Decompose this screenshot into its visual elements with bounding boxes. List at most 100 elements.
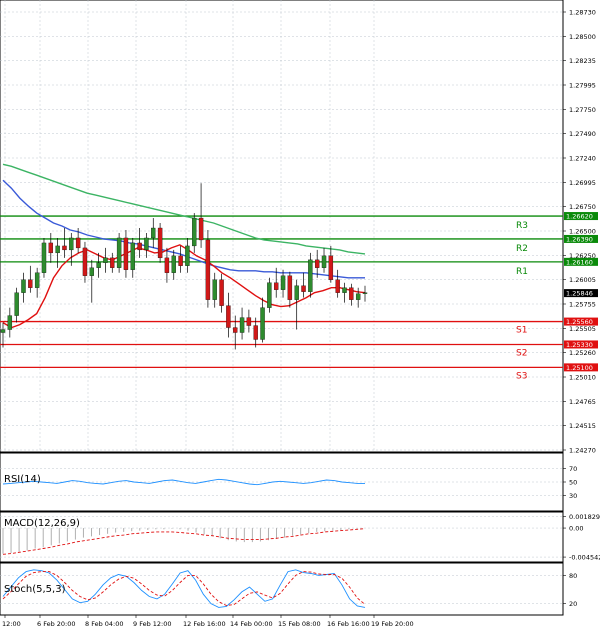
candle [171, 249, 176, 280]
candle [219, 273, 224, 313]
candle [260, 297, 265, 343]
candle [294, 279, 299, 330]
candle [362, 285, 368, 302]
price-tick-label: 1.28235 [569, 57, 596, 65]
candle [75, 228, 81, 253]
candle [205, 229, 211, 308]
price-tick-label: 1.26750 [569, 203, 596, 211]
svg-text:1.25560: 1.25560 [566, 318, 593, 326]
price-tick-label: 1.24765 [569, 398, 596, 406]
candle [253, 317, 258, 348]
price-tick-label: 1.27490 [569, 130, 596, 138]
level-label-s3: S3 [516, 371, 527, 381]
macd-title: MACD(12,26,9) [4, 518, 80, 529]
stoch-axis: 80 20 [563, 572, 577, 608]
price-tick-label: 1.27240 [569, 155, 596, 163]
rsi-axis: 70 50 30 [563, 465, 577, 500]
svg-text:1.26160: 1.26160 [566, 258, 593, 266]
indicator-tick-label: 0.001829 [569, 513, 600, 521]
candles [0, 183, 368, 350]
candle [14, 287, 19, 323]
price-tick-label: 1.26250 [569, 252, 596, 260]
time-tick-label: 19 Feb 20:00 [371, 620, 414, 628]
macd-grid [0, 516, 563, 558]
svg-text:1.26390: 1.26390 [566, 235, 593, 243]
pivot-levels: R3 R2 R1 S1 S2 S3 [0, 215, 563, 381]
indicator-tick-label: 30 [569, 492, 577, 500]
time-tick-label: 12 Feb 16:00 [183, 620, 226, 628]
stoch-k-line [2, 569, 366, 608]
level-price-tag-s2: 1.25330 [564, 340, 598, 349]
level-label-s1: S1 [516, 326, 527, 336]
stoch-title: Stoch(5,5,3) [4, 584, 66, 595]
candle [137, 228, 142, 258]
price-axis: 1.28730 1.28500 1.28235 1.27995 1.27750 1.274… [563, 9, 598, 455]
price-tick-label: 1.26995 [569, 179, 596, 187]
price-tick-label: 1.27995 [569, 82, 596, 90]
svg-text:1.25100: 1.25100 [566, 364, 593, 372]
candle [267, 277, 272, 313]
indicator-tick-label: 50 [569, 479, 577, 487]
indicator-tick-label: 20 [569, 600, 577, 608]
main-pane[interactable]: R3 R2 R1 S1 S2 S3 1.28730 1.28500 1.28235 1.2799… [0, 0, 598, 455]
candle [62, 228, 67, 258]
level-price-tag-r3: 1.26620 [564, 212, 598, 221]
indicator-tick-label: 70 [569, 465, 577, 473]
candle [192, 213, 197, 253]
rsi-grid [0, 468, 563, 496]
macd-pane[interactable]: 0.001829 0.00 -0.004542 MACD(12,26,9) [0, 0, 600, 563]
time-axis: 12:00 6 Feb 20:00 8 Feb 04:00 9 Feb 12:00 12… [2, 615, 414, 628]
price-tick-label: 1.27750 [569, 106, 596, 114]
candle [280, 269, 286, 298]
main-grid [0, 0, 563, 452]
time-tick-label: 9 Feb 12:00 [133, 620, 172, 628]
ema-slow-line [2, 163, 366, 255]
stoch-pane[interactable]: 80 20 Stoch(5,5,3) [0, 0, 577, 616]
candle [301, 272, 306, 298]
candle [349, 283, 354, 306]
candle [287, 271, 293, 308]
candle [198, 183, 204, 248]
candle [130, 237, 135, 278]
candle [355, 287, 361, 308]
time-tick-label: 8 Feb 04:00 [85, 620, 124, 628]
svg-text:1.25330: 1.25330 [566, 341, 593, 349]
macd-lines [2, 528, 366, 555]
price-tick-label: 1.25010 [569, 374, 596, 382]
candle [233, 315, 238, 350]
candle [274, 267, 279, 298]
svg-text:1.26620: 1.26620 [566, 213, 593, 221]
price-tick-label: 1.24270 [569, 447, 596, 455]
level-label-s2: S2 [516, 348, 527, 358]
stoch-grid [0, 575, 563, 604]
candle [226, 292, 231, 338]
price-tick-label: 1.25505 [569, 325, 596, 333]
level-label-r1: R1 [516, 267, 528, 277]
moving-averages [2, 163, 366, 329]
candle [116, 232, 122, 273]
price-tick-label: 1.26500 [569, 228, 596, 236]
macd-axis: 0.001829 0.00 -0.004542 [563, 513, 600, 562]
level-label-r2: R2 [516, 244, 528, 254]
level-price-tag-r1: 1.26160 [564, 257, 598, 266]
price-tick-label: 1.25260 [569, 349, 596, 357]
rsi-pane[interactable]: 70 50 30 RSI(14) [0, 0, 577, 512]
candle [103, 247, 108, 273]
ema-fast-line [2, 244, 366, 329]
candle [55, 237, 60, 268]
candle [308, 252, 313, 298]
candle [321, 247, 327, 273]
candle [157, 223, 163, 263]
svg-text:1.25846: 1.25846 [566, 290, 593, 298]
candle [41, 237, 47, 278]
candle [89, 259, 94, 303]
price-tick-label: 1.24515 [569, 422, 596, 430]
rsi-title: RSI(14) [4, 474, 41, 485]
candle [151, 218, 156, 248]
candle [144, 232, 149, 258]
candle [7, 307, 13, 338]
candle [21, 272, 26, 303]
candle [28, 265, 33, 293]
candle [96, 252, 101, 278]
